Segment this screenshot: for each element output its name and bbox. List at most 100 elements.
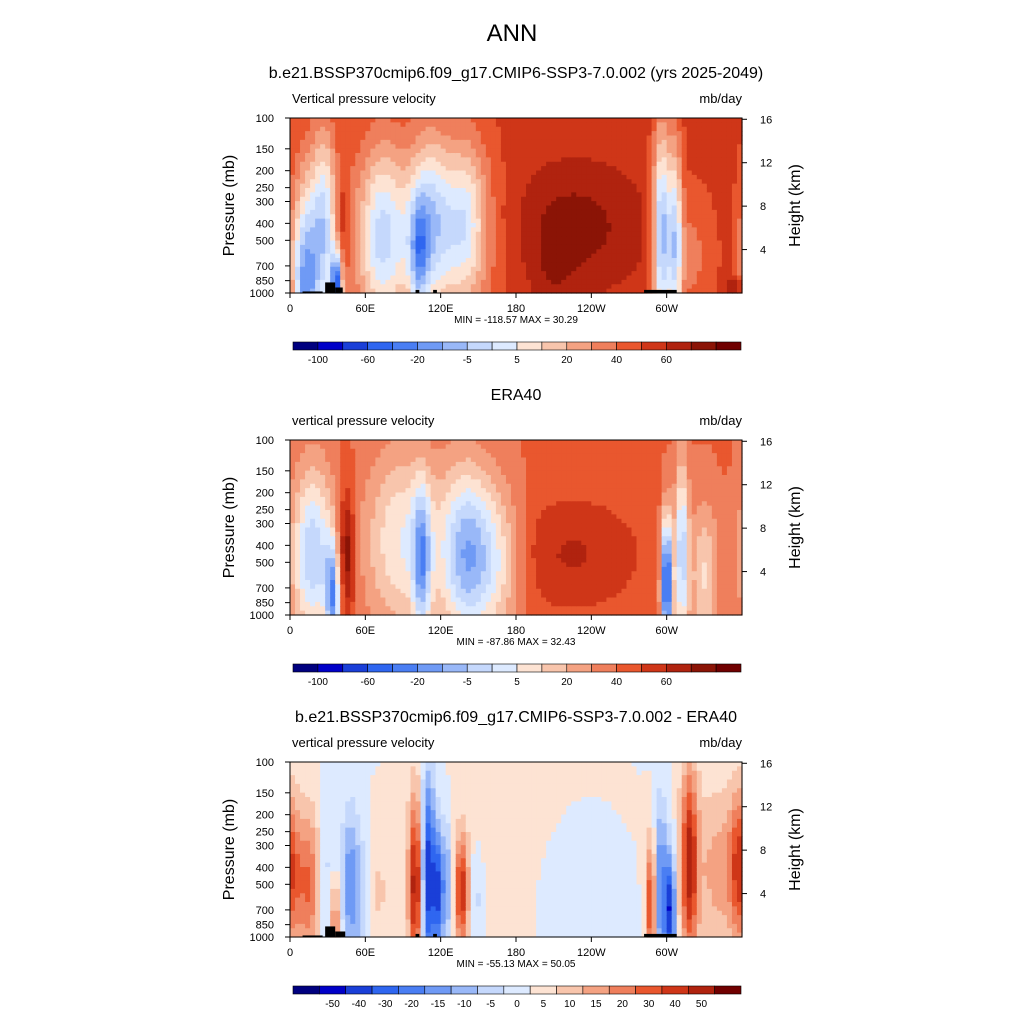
field-cell: [295, 174, 301, 180]
field-cell: [360, 118, 366, 123]
field-cell: [465, 188, 472, 193]
field-cell: [380, 584, 387, 590]
field-cell: [606, 236, 613, 242]
field-cell: [420, 135, 427, 141]
field-cell: [355, 161, 361, 167]
field-cell: [365, 571, 371, 577]
field-cell: [300, 126, 306, 132]
field-cell: [661, 240, 668, 246]
field-cell: [390, 610, 397, 616]
field-cell: [430, 205, 437, 211]
field-cell: [505, 135, 512, 141]
field-cell: [536, 144, 542, 150]
field-cell: [571, 166, 577, 172]
field-cell: [526, 258, 532, 263]
field-cell: [405, 284, 412, 290]
field-cell: [435, 196, 442, 202]
field-cell: [325, 240, 331, 246]
field-cell: [425, 201, 432, 207]
field-cell: [586, 236, 592, 242]
field-cell: [485, 244, 492, 250]
field-cell: [395, 545, 402, 550]
field-cell: [420, 461, 427, 467]
field-cell: [505, 201, 512, 207]
field-cell: [681, 262, 688, 268]
field-cell: [415, 135, 422, 141]
field-cell: [315, 209, 321, 215]
field-cell: [460, 131, 467, 137]
field-cell: [731, 214, 738, 220]
field-cell: [415, 284, 422, 290]
field-cell: [390, 540, 397, 546]
field-cell: [681, 131, 688, 137]
field-cell: [295, 209, 301, 215]
field-cell: [576, 249, 582, 255]
field-cell: [360, 253, 366, 259]
field-cell: [385, 597, 392, 603]
field-cell: [360, 275, 366, 281]
field-cell: [350, 236, 356, 242]
field-cell: [671, 126, 678, 132]
field-cell: [410, 514, 417, 520]
field-cell: [556, 271, 562, 277]
field-cell: [345, 262, 351, 268]
field-cell: [450, 440, 457, 445]
field-cell: [460, 196, 467, 202]
field-cell: [636, 201, 643, 207]
field-cell: [345, 157, 351, 163]
field-cell: [500, 153, 507, 158]
field-cell: [591, 262, 597, 268]
field-cell: [676, 288, 683, 294]
field-cell: [666, 271, 673, 277]
height-tick-label: 8: [760, 201, 766, 213]
field-cell: [516, 157, 522, 163]
field-cell: [410, 236, 417, 242]
field-cell: [415, 553, 422, 559]
field-cell: [425, 545, 432, 550]
field-cell: [350, 457, 356, 463]
field-cell: [420, 571, 427, 577]
field-cell: [656, 271, 663, 277]
field-cell: [290, 266, 296, 272]
field-cell: [350, 440, 356, 445]
field-cell: [390, 148, 397, 154]
field-cell: [415, 475, 422, 480]
field-cell: [290, 227, 296, 233]
field-cell: [721, 196, 728, 202]
field-cell: [671, 131, 678, 137]
field-cell: [425, 588, 432, 594]
field-cell: [345, 188, 351, 193]
field-cell: [701, 240, 708, 246]
field-cell: [716, 271, 723, 277]
field-cell: [465, 192, 472, 198]
field-cell: [731, 275, 738, 281]
field-cell: [360, 126, 366, 132]
field-cell: [726, 258, 733, 263]
field-cell: [430, 139, 437, 145]
field-cell: [325, 584, 331, 590]
field-cell: [335, 196, 341, 202]
field-cell: [430, 144, 437, 150]
field-cell: [716, 231, 723, 237]
field-cell: [380, 606, 387, 612]
field-cell: [626, 266, 633, 272]
field-cell: [365, 510, 371, 515]
field-cell: [435, 266, 442, 272]
field-cell: [621, 240, 628, 246]
field-cell: [576, 139, 582, 145]
field-cell: [686, 279, 693, 285]
field-cell: [516, 266, 522, 272]
field-cell: [300, 580, 306, 585]
field-cell: [621, 196, 628, 202]
field-cell: [390, 279, 397, 285]
field-cell: [350, 144, 356, 150]
field-cell: [661, 135, 668, 141]
field-cell: [320, 244, 326, 250]
field-cell: [701, 275, 708, 281]
field-cell: [566, 126, 572, 132]
field-cell: [571, 275, 577, 281]
field-cell: [450, 218, 457, 224]
field-cell: [676, 196, 683, 202]
field-cell: [395, 601, 402, 607]
field-cell: [541, 236, 547, 242]
